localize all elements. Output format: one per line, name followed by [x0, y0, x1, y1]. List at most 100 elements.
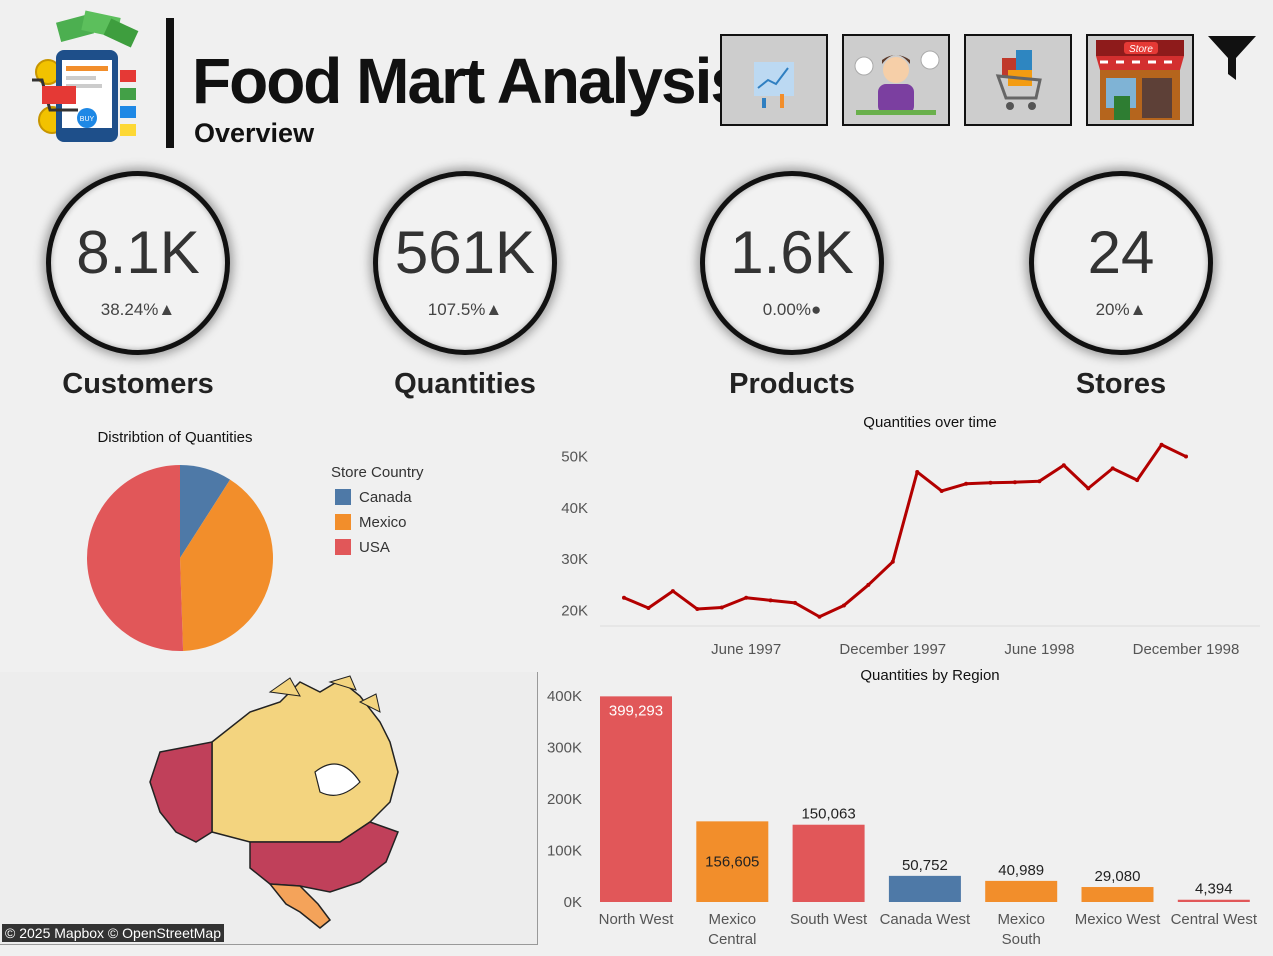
- legend-swatch-canada: [335, 489, 351, 505]
- line-point[interactable]: [988, 480, 993, 485]
- legend-item-canada[interactable]: Canada: [359, 489, 412, 506]
- pie-slice-mexico[interactable]: [180, 479, 273, 651]
- line-chart-x-tick: December 1998: [1133, 641, 1240, 658]
- kpi-customers-label: Customers: [62, 368, 214, 400]
- kpi-customers-value: 8.1K: [76, 219, 200, 286]
- line-point[interactable]: [768, 598, 773, 603]
- line-point[interactable]: [793, 600, 798, 605]
- line-point[interactable]: [719, 605, 724, 610]
- bar-category-label: South West: [790, 911, 868, 928]
- kpi-quantities-circle: 561K 107.5%▲: [373, 171, 557, 355]
- bar-category-label: South: [1002, 931, 1041, 948]
- line-point[interactable]: [1184, 454, 1188, 459]
- bar-mexico-central[interactable]: [696, 821, 769, 902]
- line-point[interactable]: [670, 589, 675, 594]
- kpi-stores-change: 20%▲: [1095, 300, 1147, 319]
- line-point[interactable]: [1012, 480, 1017, 485]
- kpi-customers-circle: 8.1K 38.24%▲: [46, 171, 230, 355]
- line-point[interactable]: [646, 606, 651, 611]
- bar-mexico-west[interactable]: [1081, 887, 1154, 902]
- filter-icon[interactable]: [1206, 32, 1258, 84]
- line-series-quantities[interactable]: [623, 443, 1187, 619]
- line-point[interactable]: [695, 607, 700, 612]
- line-point[interactable]: [1110, 466, 1115, 471]
- line-point[interactable]: [1135, 478, 1140, 483]
- bar-category-label: Central: [708, 931, 756, 948]
- bar-south-west[interactable]: [792, 824, 865, 902]
- line-point[interactable]: [1086, 486, 1091, 491]
- line-point[interactable]: [1037, 479, 1042, 484]
- food-mart-logo-icon: BUY: [32, 10, 139, 142]
- analytics-illustration-icon: [754, 62, 794, 108]
- kpi-stores-circle: 24 20%▲: [1029, 171, 1213, 355]
- pie-slice-canada[interactable]: [180, 465, 231, 558]
- line-point[interactable]: [890, 559, 895, 564]
- north-america-map: [149, 675, 399, 929]
- line-chart-y-tick: 40K: [561, 500, 588, 517]
- pie-chart-title: Distribtion of Quantities: [97, 429, 253, 446]
- line-point[interactable]: [817, 614, 822, 619]
- line-chart-x-tick: June 1998: [1004, 641, 1074, 658]
- nav-stores-button[interactable]: Store: [1086, 34, 1194, 126]
- bar-central-west[interactable]: [1177, 899, 1250, 902]
- line-point[interactable]: [915, 469, 920, 474]
- bar-chart-y-tick: 0K: [564, 894, 582, 911]
- line-point[interactable]: [1159, 442, 1164, 447]
- bar-data-label: 399,293: [609, 702, 663, 719]
- nav-products-button[interactable]: [964, 34, 1072, 126]
- line-chart-x-tick: June 1997: [711, 641, 781, 658]
- kpi-stores-value: 24: [1087, 219, 1155, 286]
- line-point[interactable]: [841, 603, 846, 608]
- legend-item-mexico[interactable]: Mexico: [359, 514, 407, 531]
- bar-canada-west[interactable]: [888, 875, 961, 902]
- shopping-cart-products-icon: [995, 50, 1042, 110]
- line-chart[interactable]: 20K 30K 40K 50K June 1997 December 1997 June 1…: [540, 436, 1260, 666]
- bar-data-label: 156,605: [705, 853, 759, 870]
- dashboard-title: Food Mart Analysis: [192, 45, 746, 117]
- pie-slice-usa[interactable]: [86, 465, 184, 651]
- legend-item-usa[interactable]: USA: [359, 539, 390, 556]
- bar-category-label: North West: [599, 911, 675, 928]
- customer-illustration-icon: [854, 50, 940, 115]
- bar-chart-y-tick: 100K: [547, 843, 582, 860]
- bar-category-label: Mexico: [709, 911, 757, 928]
- line-point[interactable]: [866, 582, 871, 587]
- pie-legend-title: Store Country: [331, 464, 424, 481]
- line-point[interactable]: [1061, 463, 1066, 468]
- bar-data-label: 150,063: [801, 806, 855, 823]
- store-front-icon: Store: [1096, 40, 1184, 120]
- bar-chart-y-tick: 400K: [547, 688, 582, 705]
- bar-chart[interactable]: 400K 300K 200K 100K 0K 399,293 North West 156,6…: [540, 684, 1265, 954]
- line-point[interactable]: [622, 595, 626, 600]
- bar-north-west[interactable]: [600, 696, 672, 902]
- line-point[interactable]: [964, 481, 969, 486]
- bar-data-label: 4,394: [1195, 881, 1233, 898]
- bar-category-label: Canada West: [880, 911, 971, 928]
- pie-chart[interactable]: [80, 458, 280, 658]
- line-point[interactable]: [744, 595, 749, 600]
- title-divider: [166, 18, 174, 148]
- legend-swatch-mexico: [335, 514, 351, 530]
- legend-swatch-usa: [335, 539, 351, 555]
- svg-text:BUY: BUY: [80, 116, 95, 123]
- kpi-products-value: 1.6K: [730, 219, 854, 286]
- kpi-quantities-label: Quantities: [394, 368, 536, 400]
- bar-mexico-south[interactable]: [985, 880, 1058, 902]
- line-chart-x-tick: December 1997: [839, 641, 946, 658]
- bar-category-label: Mexico West: [1075, 911, 1161, 928]
- line-point[interactable]: [939, 488, 944, 493]
- region-map[interactable]: [0, 672, 538, 945]
- kpi-quantities-value: 561K: [394, 219, 536, 286]
- nav-analytics-button[interactable]: [720, 34, 828, 126]
- map-attribution[interactable]: © 2025 Mapbox © OpenStreetMap: [2, 924, 224, 942]
- nav-customers-button[interactable]: [842, 34, 950, 126]
- kpi-products-circle: 1.6K 0.00%●: [700, 171, 884, 355]
- bar-data-label: 40,989: [998, 862, 1044, 879]
- kpi-products-change: 0.00%●: [762, 300, 822, 319]
- bar-chart-title: Quantities by Region: [860, 667, 1000, 684]
- line-chart-y-tick: 50K: [561, 449, 588, 466]
- kpi-products-label: Products: [729, 368, 855, 400]
- bar-chart-y-tick: 300K: [547, 740, 582, 757]
- bar-data-label: 50,752: [902, 857, 948, 874]
- line-chart-y-tick: 30K: [561, 551, 588, 568]
